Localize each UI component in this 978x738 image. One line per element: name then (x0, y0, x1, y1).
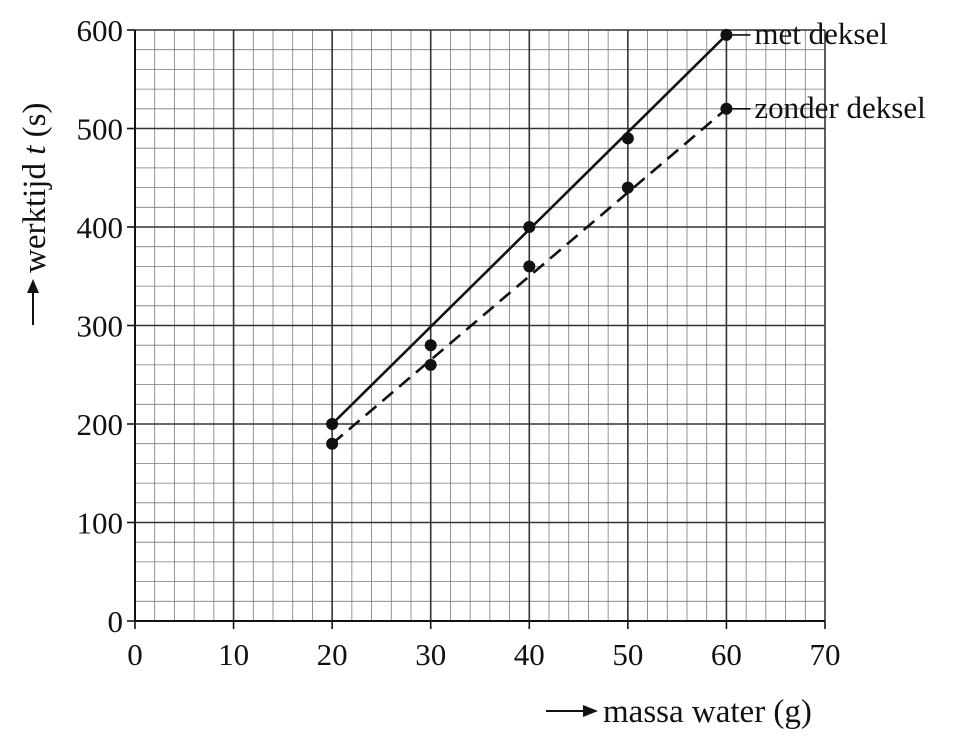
data-point-zonder-deksel (621, 181, 634, 194)
y-axis-arrow-head (27, 279, 39, 293)
data-point-met-deksel (424, 339, 437, 352)
y-tick-labels: 0 100 200 300 400 500 600 (77, 13, 124, 639)
data-point-zonder-deksel (326, 437, 339, 450)
x-tick-label: 50 (612, 637, 643, 672)
y-tick-label: 0 (108, 604, 124, 639)
x-axis-title: massa water (g) (603, 694, 812, 730)
data-point-met-deksel (621, 132, 634, 145)
y-tick-label: 500 (77, 112, 124, 147)
data-point-zonder-deksel (424, 358, 437, 371)
y-axis-title-unit: (s) (17, 103, 53, 146)
x-tick-label: 30 (415, 637, 446, 672)
y-axis-title-variable: t (17, 145, 53, 155)
y-tick-label: 600 (77, 13, 124, 48)
y-axis-title: werktijd t (s) (17, 103, 53, 273)
y-tick-label: 100 (77, 506, 124, 541)
series-label-met-deksel: met deksel (754, 16, 887, 51)
x-tick-label: 60 (711, 637, 742, 672)
data-point-met-deksel (326, 418, 339, 430)
data-point-zonder-deksel (523, 260, 536, 273)
y-axis-title-group: werktijd t (s) (17, 103, 53, 325)
data-point-zonder-deksel (720, 102, 733, 115)
x-tick-label: 0 (127, 637, 143, 672)
x-axis-arrow-head (583, 705, 598, 717)
y-tick-label: 200 (77, 407, 124, 442)
series-layer: met deksel zonder deksel (326, 16, 926, 450)
major-grid (134, 29, 826, 622)
x-tick-labels: 0 10 20 30 40 50 60 70 (127, 637, 840, 672)
x-axis-title-group: massa water (g) (546, 694, 812, 730)
y-tick-label: 400 (77, 210, 124, 245)
axes (127, 29, 826, 629)
y-axis-title-prefix: werktijd (17, 155, 53, 273)
data-point-met-deksel (523, 221, 536, 233)
x-tick-label: 70 (810, 637, 841, 672)
series-line-zonder-deksel (331, 107, 728, 445)
y-tick-label: 300 (77, 309, 124, 344)
x-tick-label: 40 (514, 637, 545, 672)
x-tick-label: 20 (317, 637, 348, 672)
data-point-met-deksel (720, 28, 733, 41)
x-tick-label: 10 (218, 637, 249, 672)
series-label-zonder-deksel: zonder deksel (754, 90, 925, 125)
